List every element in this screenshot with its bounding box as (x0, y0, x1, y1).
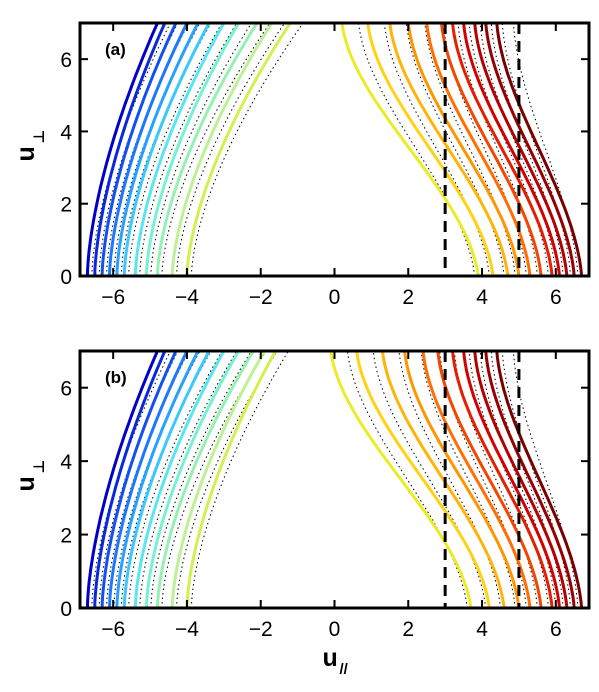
x-tick-label: −6 (101, 286, 125, 309)
contour-line-left (115, 351, 200, 608)
plot-area (85, 351, 584, 608)
contour-line-left (122, 23, 211, 276)
y-tick-label: 6 (60, 49, 72, 72)
contour-line-right (403, 351, 521, 608)
dotted-contour-left (139, 23, 238, 276)
dotted-contour-right (424, 23, 516, 276)
contour-line-left (122, 351, 211, 608)
contour-line-left (185, 23, 292, 276)
x-tick-label: 4 (476, 618, 488, 641)
y-tick-label: 6 (60, 378, 72, 401)
dotted-contour-right (398, 351, 501, 608)
dotted-contour-right (501, 23, 572, 276)
x-tick-label: −6 (101, 618, 125, 641)
contour-line-left (108, 351, 189, 608)
contour-line-right (366, 23, 495, 276)
contour-line-left (133, 23, 226, 276)
dotted-contour-right (512, 23, 579, 276)
y-axis-label-subscript: ⊥ (31, 460, 48, 474)
x-tick-label: −2 (249, 618, 273, 641)
contour-line-left (93, 23, 167, 276)
x-axis-label-subscript: // (340, 661, 349, 678)
contour-line-right (380, 351, 506, 608)
contour-line-left (144, 351, 240, 608)
dotted-contour-right (479, 351, 557, 608)
contour-line-left (93, 351, 167, 608)
dotted-contour-right (453, 351, 538, 608)
contour-line-right (355, 351, 491, 608)
y-tick-label: 4 (60, 121, 72, 144)
y-tick-label: 0 (60, 266, 72, 289)
contour-line-left (144, 23, 240, 276)
contour-line-right (473, 351, 569, 608)
contour-line-left (85, 23, 159, 276)
contour-line-right (388, 23, 510, 276)
contour-line-right (484, 351, 576, 608)
contour-line-right (436, 351, 543, 608)
contour-line-left (100, 351, 178, 608)
x-axis-label: u (323, 644, 338, 672)
x-tick-label: −4 (175, 618, 199, 641)
contour-line-right (329, 351, 473, 608)
x-tick-label: 0 (329, 286, 341, 309)
dotted-contour-left (150, 23, 252, 276)
x-tick-label: 6 (550, 286, 562, 309)
dotted-contour-right (439, 351, 527, 608)
contour-line-right (340, 23, 480, 276)
contour-line-left (100, 23, 178, 276)
contour-line-right (473, 23, 569, 276)
contour-line-right (484, 23, 576, 276)
contour-line-left (170, 23, 274, 276)
y-axis-label: u (12, 476, 40, 491)
panel-label: (a) (105, 40, 126, 59)
contour-line-right (421, 351, 532, 608)
contour-line-right (495, 23, 584, 276)
plot-area (85, 23, 584, 276)
contour-line-right (495, 351, 584, 608)
contour-line-left (133, 351, 226, 608)
x-tick-label: 4 (476, 286, 488, 309)
dotted-contour-left (190, 351, 289, 608)
x-tick-label: 6 (550, 618, 562, 641)
panel-a: −6 −4 −2 0 2 4 6 0 2 4 6 (a) u ⊥ (12, 21, 591, 309)
contour-line-left (156, 351, 255, 608)
y-tick-label: 4 (60, 451, 72, 474)
y-tick-label: 2 (60, 194, 72, 217)
x-tick-label: −4 (175, 286, 199, 309)
contour-line-left (170, 351, 266, 608)
dotted-contour-left (190, 23, 304, 276)
x-tick-label: −2 (249, 286, 273, 309)
x-tick-label: 0 (329, 618, 341, 641)
contour-line-right (462, 23, 561, 276)
contour-line-right (462, 351, 561, 608)
contour-line-left (85, 351, 159, 608)
contour-line-right (425, 23, 532, 276)
y-axis-label: u (12, 146, 40, 161)
dotted-contour-right (358, 23, 476, 276)
panel-label: (b) (105, 368, 127, 387)
contour-line-left (115, 23, 200, 276)
contour-line-right (451, 23, 554, 276)
y-axis-label-subscript: ⊥ (31, 130, 48, 144)
contour-line-right (406, 23, 521, 276)
contour-line-left (185, 351, 277, 608)
x-tick-label: 2 (402, 286, 414, 309)
dotted-contour-left (128, 23, 223, 276)
contour-line-right (440, 23, 543, 276)
contour-line-right (451, 351, 554, 608)
contour-line-left (108, 23, 189, 276)
dotted-contour-right (372, 351, 487, 608)
contour-line-left (156, 23, 259, 276)
dotted-contour-right (468, 351, 549, 608)
dotted-contour-right (490, 23, 564, 276)
y-tick-label: 2 (60, 525, 72, 548)
dotted-contour-right (405, 23, 505, 276)
x-tick-label: 2 (402, 618, 414, 641)
y-tick-label: 0 (60, 598, 72, 621)
